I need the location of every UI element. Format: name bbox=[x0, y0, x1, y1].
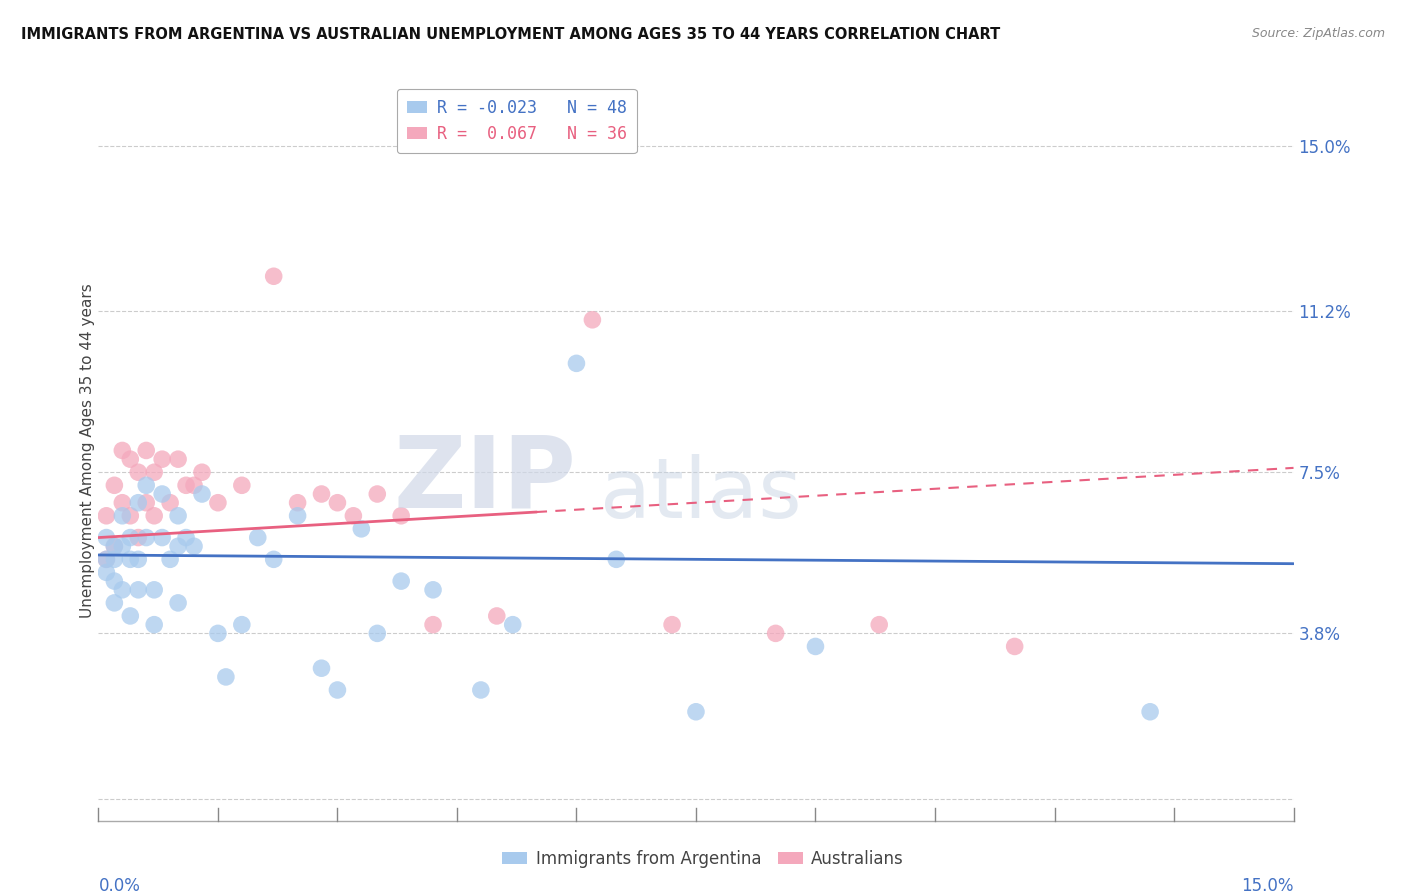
Point bbox=[350, 522, 373, 536]
Point bbox=[111, 539, 134, 553]
Point bbox=[191, 487, 214, 501]
Point bbox=[565, 356, 588, 370]
Point bbox=[581, 313, 603, 327]
Point bbox=[150, 452, 173, 467]
Point bbox=[143, 508, 166, 523]
Point bbox=[502, 617, 524, 632]
Point bbox=[150, 487, 173, 501]
Point bbox=[167, 539, 190, 553]
Point bbox=[120, 552, 142, 566]
Point bbox=[127, 465, 149, 479]
Point bbox=[135, 496, 157, 510]
Point bbox=[215, 670, 238, 684]
Point bbox=[470, 683, 492, 698]
Point bbox=[1139, 705, 1161, 719]
Legend: Immigrants from Argentina, Australians: Immigrants from Argentina, Australians bbox=[495, 844, 911, 875]
Point bbox=[167, 452, 190, 467]
Point bbox=[605, 552, 627, 566]
Point bbox=[96, 508, 118, 523]
Point bbox=[120, 531, 142, 545]
Point bbox=[103, 574, 125, 588]
Point bbox=[183, 478, 205, 492]
Point bbox=[191, 465, 214, 479]
Point bbox=[389, 574, 412, 588]
Text: 0.0%: 0.0% bbox=[98, 877, 141, 892]
Point bbox=[174, 531, 197, 545]
Point bbox=[342, 508, 364, 523]
Point bbox=[183, 539, 205, 553]
Y-axis label: Unemployment Among Ages 35 to 44 years: Unemployment Among Ages 35 to 44 years bbox=[80, 283, 94, 618]
Point bbox=[159, 552, 181, 566]
Text: IMMIGRANTS FROM ARGENTINA VS AUSTRALIAN UNEMPLOYMENT AMONG AGES 35 TO 44 YEARS C: IMMIGRANTS FROM ARGENTINA VS AUSTRALIAN … bbox=[21, 27, 1000, 42]
Text: ZIP: ZIP bbox=[394, 432, 576, 529]
Point bbox=[103, 478, 125, 492]
Point bbox=[127, 582, 149, 597]
Point bbox=[111, 508, 134, 523]
Legend: R = -0.023   N = 48, R =  0.067   N = 36: R = -0.023 N = 48, R = 0.067 N = 36 bbox=[396, 88, 637, 153]
Point bbox=[96, 531, 118, 545]
Point bbox=[804, 640, 827, 654]
Point bbox=[311, 487, 333, 501]
Point bbox=[111, 496, 134, 510]
Point bbox=[685, 705, 707, 719]
Point bbox=[111, 582, 134, 597]
Point bbox=[127, 531, 149, 545]
Point bbox=[389, 508, 412, 523]
Point bbox=[167, 596, 190, 610]
Point bbox=[135, 478, 157, 492]
Point bbox=[103, 552, 125, 566]
Point bbox=[103, 539, 125, 553]
Point bbox=[231, 478, 253, 492]
Text: Source: ZipAtlas.com: Source: ZipAtlas.com bbox=[1251, 27, 1385, 40]
Point bbox=[150, 531, 173, 545]
Point bbox=[263, 269, 285, 284]
Point bbox=[96, 566, 118, 580]
Point bbox=[120, 609, 142, 624]
Point bbox=[311, 661, 333, 675]
Point bbox=[127, 552, 149, 566]
Point bbox=[207, 496, 229, 510]
Point bbox=[120, 452, 142, 467]
Point bbox=[326, 683, 349, 698]
Point bbox=[231, 617, 253, 632]
Point bbox=[135, 531, 157, 545]
Point bbox=[127, 496, 149, 510]
Point bbox=[143, 465, 166, 479]
Point bbox=[143, 582, 166, 597]
Point bbox=[174, 478, 197, 492]
Point bbox=[765, 626, 787, 640]
Point bbox=[326, 496, 349, 510]
Text: 15.0%: 15.0% bbox=[1241, 877, 1294, 892]
Point bbox=[366, 487, 388, 501]
Point bbox=[135, 443, 157, 458]
Point bbox=[96, 552, 118, 566]
Point bbox=[422, 582, 444, 597]
Point bbox=[143, 617, 166, 632]
Point bbox=[111, 443, 134, 458]
Point bbox=[868, 617, 890, 632]
Text: atlas: atlas bbox=[600, 454, 801, 535]
Point bbox=[287, 508, 309, 523]
Point bbox=[485, 609, 508, 624]
Point bbox=[422, 617, 444, 632]
Point bbox=[661, 617, 683, 632]
Point bbox=[207, 626, 229, 640]
Point bbox=[366, 626, 388, 640]
Point bbox=[263, 552, 285, 566]
Point bbox=[159, 496, 181, 510]
Point bbox=[103, 596, 125, 610]
Point bbox=[103, 539, 125, 553]
Point bbox=[287, 496, 309, 510]
Point bbox=[96, 552, 118, 566]
Point bbox=[246, 531, 269, 545]
Point bbox=[1004, 640, 1026, 654]
Point bbox=[167, 508, 190, 523]
Point bbox=[120, 508, 142, 523]
